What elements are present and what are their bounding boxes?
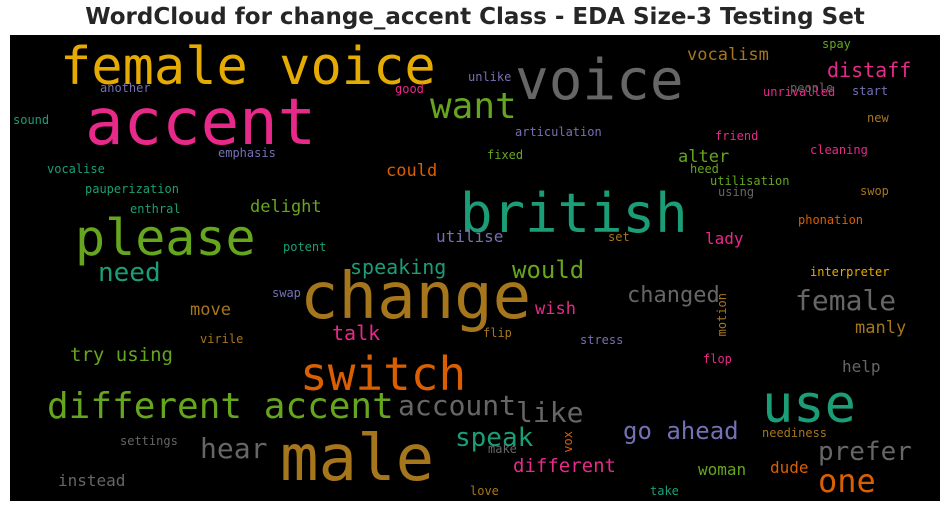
word-virile: virile [200, 332, 244, 346]
word-alter: alter [678, 147, 730, 167]
word-spay: spay [822, 37, 851, 51]
word-utilise: utilise [436, 227, 504, 246]
word-help: help [842, 357, 881, 376]
word-articulation: articulation [515, 125, 602, 139]
word-switch: switch [300, 347, 467, 401]
word-female: female [795, 284, 897, 317]
word-use: use [762, 375, 856, 435]
word-account: account [398, 389, 517, 422]
word-flip: flip [483, 326, 512, 340]
word-pauperization: pauperization [85, 182, 179, 196]
word-delight: delight [250, 197, 322, 217]
word-take: take [650, 484, 679, 498]
word-new: new [867, 111, 889, 125]
word-changed: changed [627, 283, 720, 308]
word-phonation: phonation [798, 213, 864, 227]
word-wish: wish [535, 299, 576, 319]
word-talk: talk [332, 321, 381, 345]
word-people: people [790, 81, 834, 95]
word-different: different [513, 455, 616, 477]
word-one: one [818, 462, 876, 500]
word-try-using: try using [70, 344, 173, 366]
word-motion: motion [715, 293, 729, 337]
word-enthral: enthral [130, 202, 181, 216]
word-make: make [488, 442, 517, 456]
word-vocalism: vocalism [687, 45, 769, 65]
word-would: would [512, 256, 585, 284]
word-move: move [190, 300, 231, 320]
word-heed: heed [690, 162, 719, 176]
word-want: want [430, 86, 517, 127]
word-male: male [280, 422, 435, 496]
word-british: british [460, 182, 688, 245]
word-please: please [75, 209, 256, 267]
word-cloud: female voice voice accent want british please… [10, 35, 940, 501]
word-friend: friend [715, 129, 759, 143]
word-could: could [386, 161, 438, 181]
word-neediness: neediness [762, 426, 828, 440]
word-need: need [98, 258, 161, 288]
word-unrivalled: unrivalled [763, 85, 836, 99]
word-start: start [852, 84, 889, 98]
word-dude: dude [770, 458, 809, 477]
word-unlike: unlike [468, 70, 512, 84]
word-set: set [608, 230, 630, 244]
word-love: love [470, 484, 499, 498]
word-hear: hear [200, 432, 268, 465]
word-distaff: distaff [827, 58, 912, 82]
word-stress: stress [580, 333, 624, 347]
word-speak: speak [455, 423, 534, 453]
word-emphasis: emphasis [218, 146, 276, 160]
word-flop: flop [703, 352, 732, 366]
word-female-voice: female voice [60, 37, 436, 97]
word-swap: swap [272, 286, 301, 300]
word-swop: swop [860, 184, 889, 198]
word-sound: sound [13, 113, 50, 127]
word-manly: manly [855, 318, 907, 338]
word-go-ahead: go ahead [623, 417, 739, 445]
word-accent: accent [85, 86, 317, 160]
word-vocalise: vocalise [47, 162, 105, 176]
word-cleaning: cleaning [810, 143, 868, 157]
plot-title: WordCloud for change_accent Class - EDA … [85, 4, 865, 30]
word-instead: instead [58, 471, 126, 490]
word-lady: lady [705, 229, 744, 248]
word-speaking: speaking [350, 255, 447, 279]
word-different-accent: different accent [47, 386, 394, 427]
word-vox: vox [561, 431, 575, 453]
word-prefer: prefer [818, 437, 912, 467]
word-fixed: fixed [487, 148, 524, 162]
word-interpreter: interpreter [810, 265, 890, 279]
word-another: another [100, 81, 151, 95]
word-potent: potent [283, 240, 327, 254]
word-change: change [300, 260, 532, 334]
word-like: like [516, 396, 584, 429]
word-good: good [395, 82, 424, 96]
word-voice: voice [515, 48, 684, 113]
word-utilisation: utilisation [710, 174, 790, 188]
word-settings: settings [120, 434, 178, 448]
word-woman: woman [698, 460, 747, 479]
word-using: using [718, 185, 755, 199]
